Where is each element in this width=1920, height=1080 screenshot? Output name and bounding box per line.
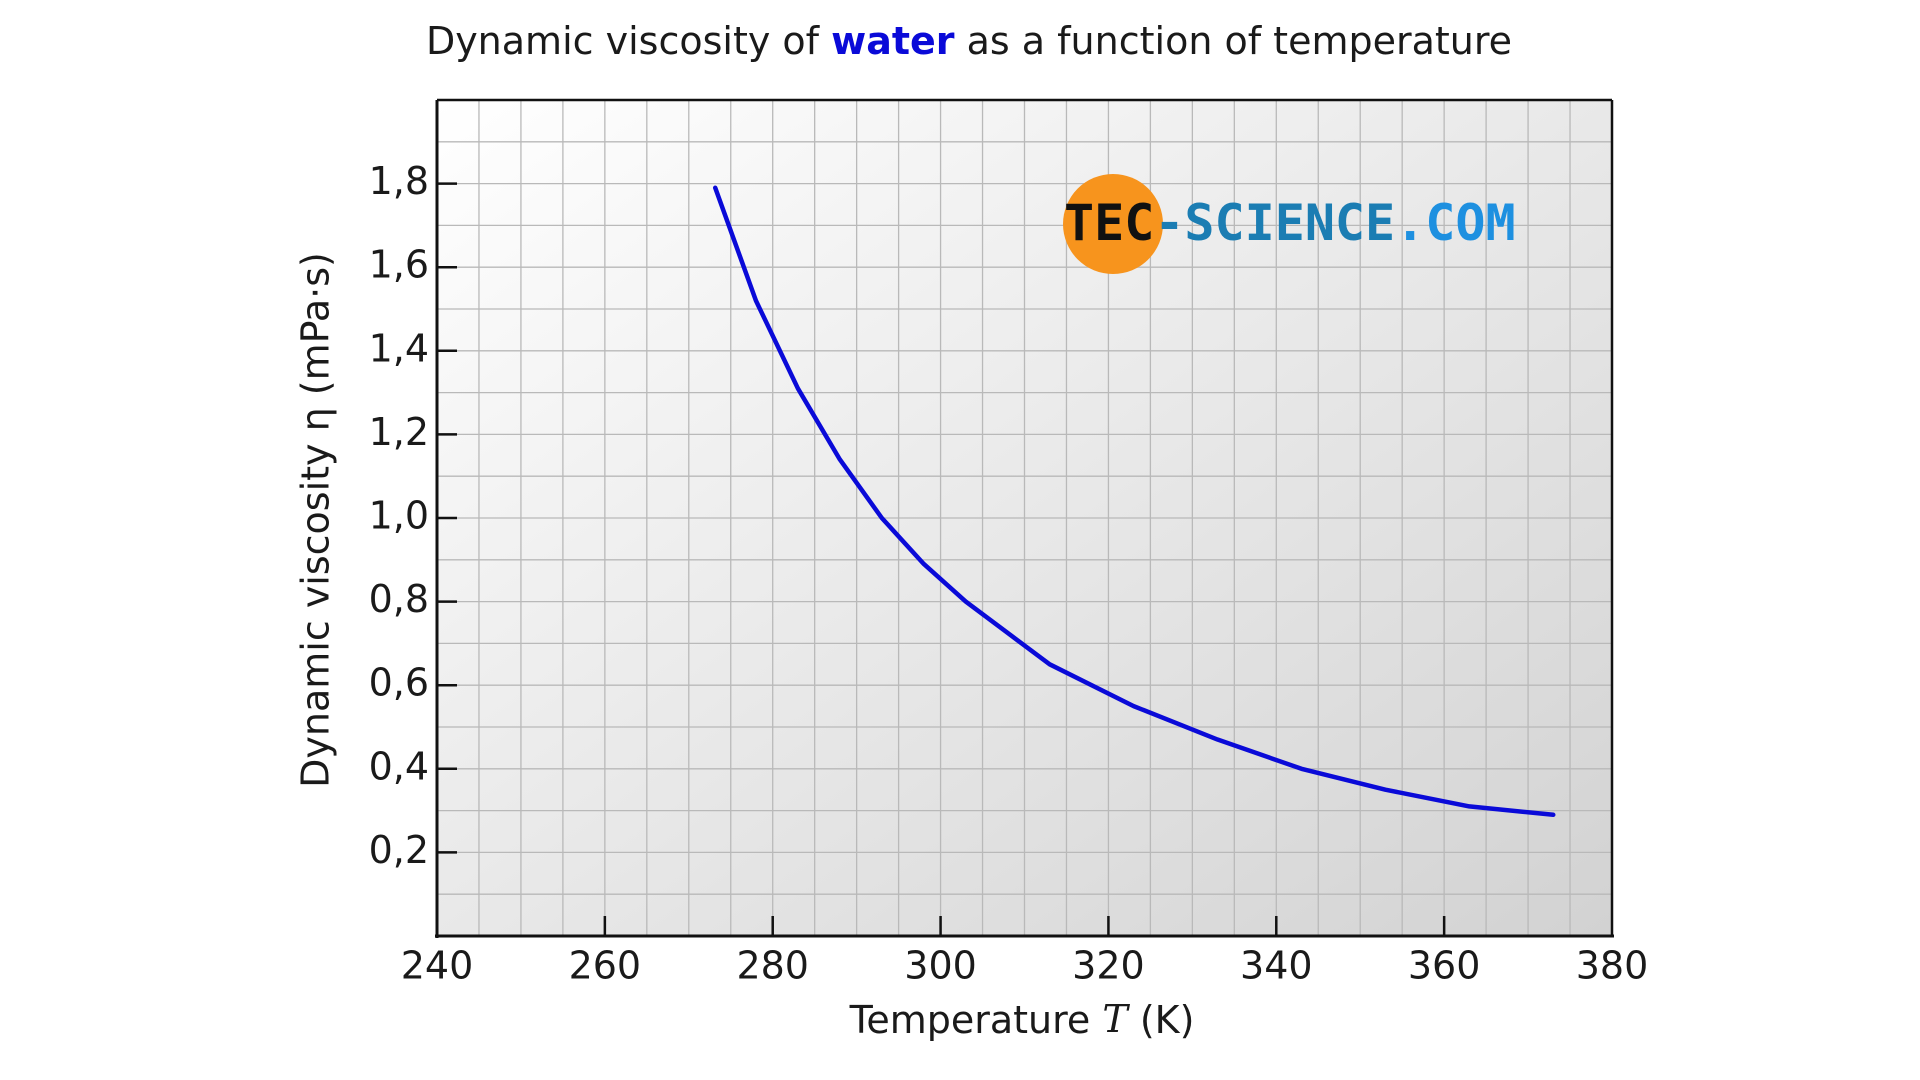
y-tick-label: 1,8 <box>369 159 429 203</box>
x-label-part: T <box>1102 997 1130 1041</box>
x-label-part: Temperature <box>849 998 1103 1042</box>
grid <box>437 100 1612 936</box>
x-tick-label: 340 <box>1240 944 1313 988</box>
title-part: Dynamic viscosity of <box>426 19 831 63</box>
logo-part: TEC <box>1064 194 1154 252</box>
x-tick-label: 380 <box>1576 944 1649 988</box>
y-tick-label: 0,2 <box>369 828 429 872</box>
logo-part: .COM <box>1395 194 1515 252</box>
x-tick-label: 320 <box>1072 944 1145 988</box>
chart-title: Dynamic viscosity of water as a function… <box>426 19 1512 63</box>
x-tick-label: 300 <box>904 944 977 988</box>
logo-part: -SCIENCE <box>1154 194 1395 252</box>
y-tick-label: 1,6 <box>369 243 429 287</box>
y-tick-label: 1,4 <box>369 326 429 370</box>
title-part: water <box>831 19 955 63</box>
x-axis-label: Temperature T (K) <box>849 997 1195 1042</box>
x-tick-label: 240 <box>401 944 474 988</box>
y-tick-label: 1,0 <box>369 494 429 538</box>
x-tick-label: 280 <box>736 944 809 988</box>
title-part: as a function of temperature <box>955 19 1512 63</box>
logo: TEC-SCIENCE.COM <box>1064 194 1516 252</box>
y-tick-label: 0,4 <box>369 744 429 788</box>
y-tick-label: 0,8 <box>369 577 429 621</box>
x-tick-label: 260 <box>569 944 642 988</box>
x-tick-label: 360 <box>1408 944 1481 988</box>
logo-circle <box>1063 174 1163 274</box>
data-line <box>712 185 1556 818</box>
y-tick-label: 0,6 <box>369 661 429 705</box>
x-label-part: (K) <box>1128 998 1195 1042</box>
y-tick-label: 1,2 <box>369 410 429 454</box>
y-axis-label: Dynamic viscosity η (mPa·s) <box>294 252 338 788</box>
